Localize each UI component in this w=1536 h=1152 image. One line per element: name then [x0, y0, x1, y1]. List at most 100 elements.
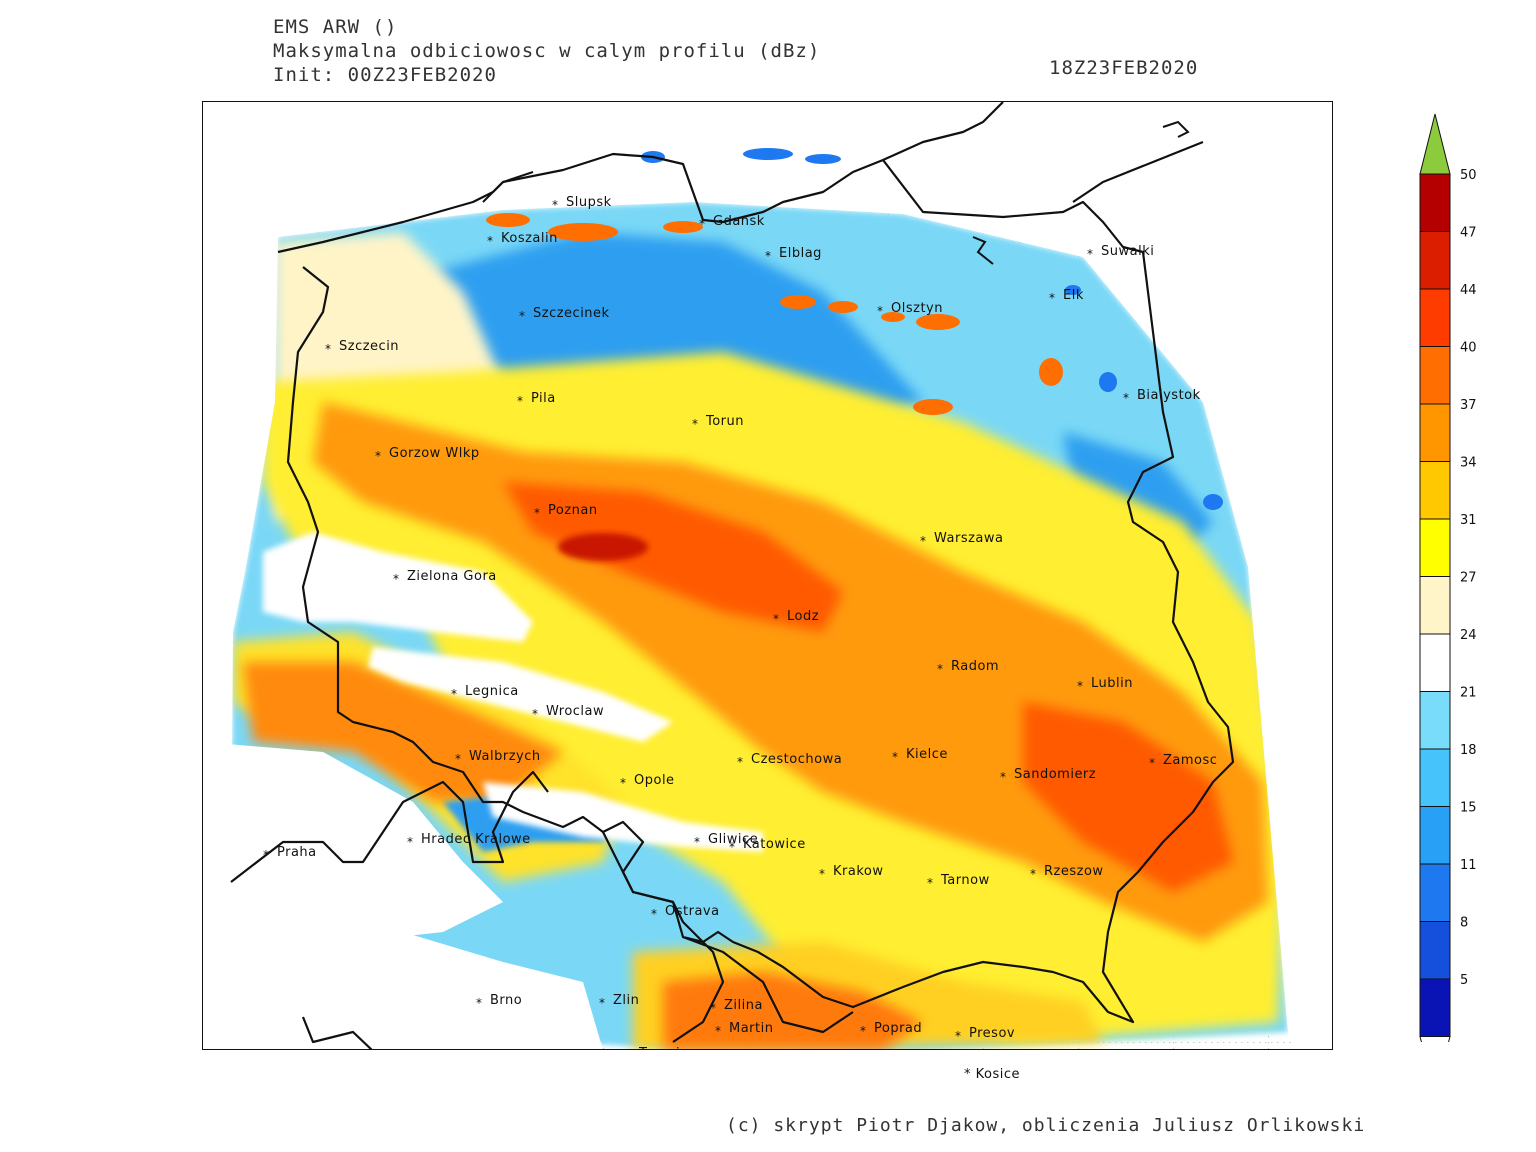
city-label: Zamosc	[1163, 753, 1217, 768]
graticule-dot	[983, 1048, 984, 1049]
city-torun: * Torun	[692, 414, 744, 431]
city-marker-star: *	[860, 1024, 866, 1038]
city-marker-star: *	[1123, 391, 1129, 405]
city-marker-star: *	[729, 840, 735, 854]
colorbar-label: 5	[1460, 973, 1468, 988]
city-label: Warszawa	[934, 531, 1004, 546]
graticule-dot	[1121, 1042, 1123, 1043]
city-label: Slupsk	[566, 195, 612, 210]
city-czestochowa: * Czestochowa	[737, 752, 842, 769]
graticule-dot	[1205, 1042, 1207, 1043]
graticule-dot	[1079, 1042, 1081, 1043]
model-title: EMS ARW ()	[273, 16, 398, 38]
city-marker-star: *	[819, 867, 825, 881]
city-marker-star: *	[375, 449, 381, 463]
city-label: Zlin	[613, 993, 639, 1008]
cells-north-blue	[641, 148, 1223, 510]
valid-time: 18Z23FEB2020	[1049, 57, 1199, 79]
graticule-dot	[1241, 1042, 1243, 1043]
border-south	[230, 770, 549, 883]
city-zlin: * Zlin	[599, 993, 639, 1010]
city-marker-star: *	[773, 612, 779, 626]
city-lodz: * Lodz	[773, 609, 819, 626]
city-wroclaw: * Wroclaw	[532, 704, 604, 721]
border-sw-coast	[301, 1016, 373, 1049]
graticule-dot	[1268, 1036, 1269, 1038]
gap-zielona-gora	[263, 532, 533, 642]
city-marker-star: *	[765, 249, 771, 263]
city-label: Lublin	[1091, 676, 1133, 691]
graticule-dot	[1078, 1042, 1079, 1044]
city-marker-star: *	[451, 687, 457, 701]
city-marker-star: *	[455, 752, 461, 766]
city-marker-star: *	[1049, 291, 1055, 305]
city-marker-star: *	[692, 417, 698, 431]
city-label: Rzeszow	[1044, 864, 1104, 879]
colorbar-label: 21	[1460, 686, 1477, 701]
graticule-dot	[1169, 1042, 1171, 1043]
city-marker-star: *	[532, 707, 538, 721]
graticule-dot	[1268, 1048, 1269, 1049]
colorbar-over-triangle	[1419, 113, 1451, 175]
graticule-dot	[1247, 1042, 1249, 1043]
graticule-dot	[1235, 1042, 1237, 1043]
field-title: Maksymalna odbiciowosc w calym profilu (…	[273, 40, 821, 62]
colorbar-box	[1419, 518, 1451, 577]
colorbar-box	[1419, 461, 1451, 520]
city-label: Tarnow	[940, 873, 990, 888]
border-coast-east	[882, 102, 1004, 162]
graticule-dot	[1289, 1042, 1291, 1043]
city-kosice-label: * Kosice	[964, 1067, 1021, 1082]
colorbar-box	[1419, 288, 1451, 347]
colorbar-label: 40	[1460, 341, 1477, 356]
city-presov: * Presov	[955, 1026, 1015, 1043]
colorbar-box	[1419, 403, 1451, 462]
coast-lines	[482, 120, 1190, 265]
graticule-dot	[1187, 1042, 1189, 1043]
colorbar-box	[1419, 921, 1451, 980]
city-marker-star: *	[407, 835, 413, 849]
colorbar-box	[1419, 806, 1451, 865]
city-label: Walbrzych	[469, 749, 541, 764]
city-kosice-name: Kosice	[975, 1067, 1021, 1082]
graticule-dot	[1078, 1048, 1079, 1049]
city-marker-star: *	[1149, 756, 1155, 770]
city-marker-star: *	[1000, 770, 1006, 784]
city-marker-star: *	[325, 342, 331, 356]
colorbar-box	[1419, 576, 1451, 635]
city-label: Zielona Gora	[407, 569, 497, 584]
colorbar-label: 11	[1460, 858, 1477, 873]
city-olsztyn: * Olsztyn	[877, 301, 943, 318]
city-marker-star: *	[920, 534, 926, 548]
graticule-dot	[1181, 1042, 1183, 1043]
city-marker-star: *	[694, 835, 700, 849]
city-label: Koszalin	[501, 231, 558, 246]
graticule-dot	[1173, 1048, 1174, 1049]
city-label: Elk	[1063, 288, 1084, 303]
city-marker-star: *	[877, 304, 883, 318]
cells-north	[486, 213, 1063, 415]
city-marker-star: *	[625, 1049, 631, 1050]
colorbar-label: 37	[1460, 398, 1477, 413]
colorbar-label: 18	[1460, 743, 1477, 758]
city-label: Krakow	[833, 864, 884, 879]
city-label: Zilina	[724, 998, 763, 1013]
credit-text: (c) skrypt Piotr Djakow, obliczenia Juli…	[726, 1115, 1366, 1136]
graticule-dot	[1193, 1042, 1195, 1043]
city-marker-star: *	[937, 662, 943, 676]
city-label: Hradec Kralowe	[421, 832, 531, 847]
city-label: Olsztyn	[891, 301, 943, 316]
city-slupsk: * Slupsk	[552, 195, 612, 212]
city-praha: * Praha	[263, 845, 316, 862]
city-bialystok: * Bialystok	[1123, 388, 1200, 405]
city-label: Torun	[705, 414, 744, 429]
city-marker-star: *	[519, 309, 525, 323]
city-gorzow-wlkp: * Gorzow Wlkp	[375, 446, 479, 463]
city-label: Gliwice	[708, 832, 758, 847]
city-label: Opole	[634, 773, 675, 788]
graticule-dot	[1157, 1042, 1159, 1043]
city-poznan: * Poznan	[534, 503, 597, 520]
zone-darkorange-core	[503, 482, 843, 632]
city-warszawa: * Warszawa	[920, 531, 1004, 548]
city-koszalin: * Koszalin	[487, 231, 558, 248]
